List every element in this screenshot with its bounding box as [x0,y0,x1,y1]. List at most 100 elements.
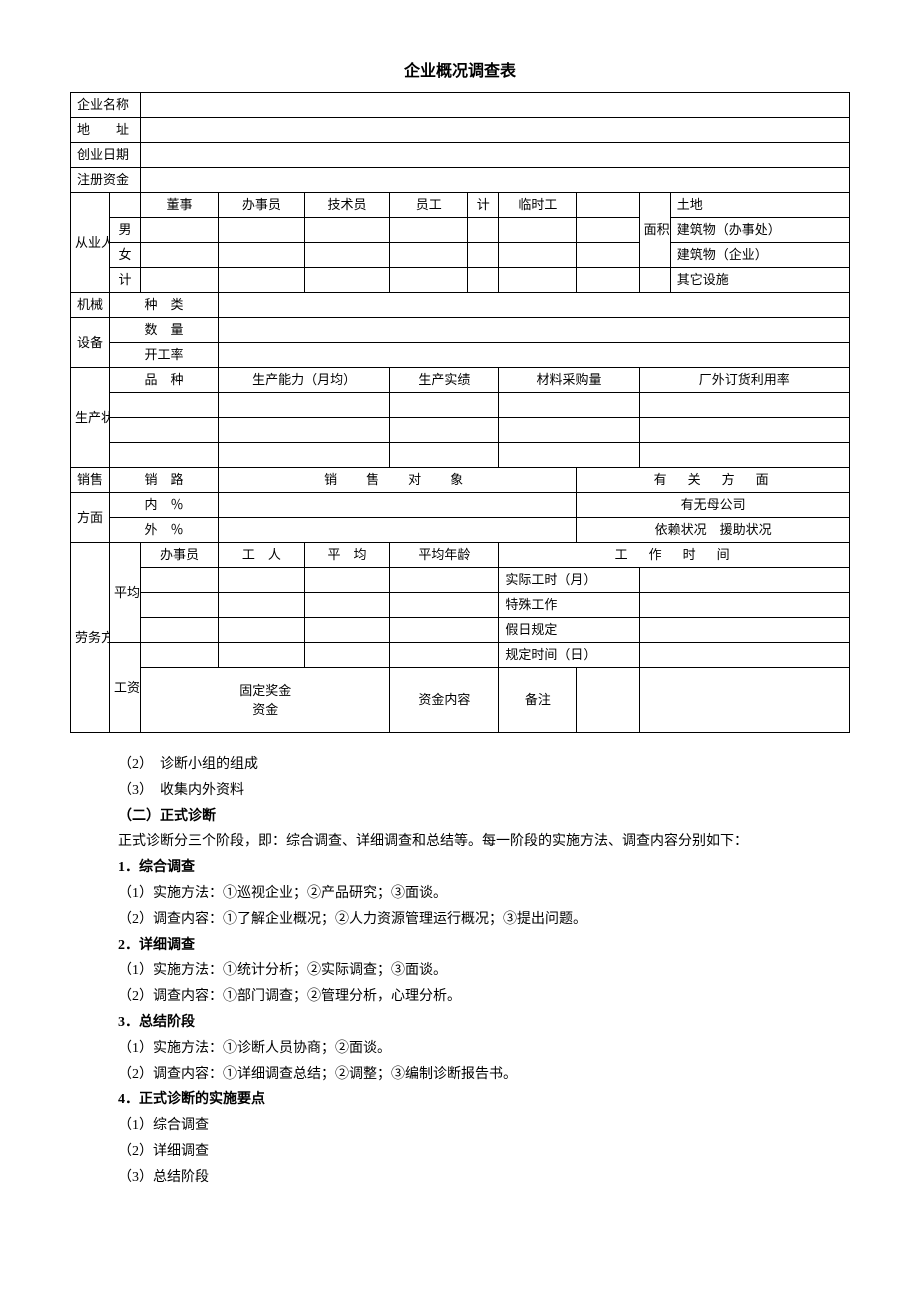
label-sales: 销售 [71,468,110,493]
cell [499,418,639,443]
cell [577,268,639,293]
l-female: 女 [109,243,140,268]
cell [304,643,390,668]
label-address: 地 址 [71,118,141,143]
cell [218,618,304,643]
cell [218,568,304,593]
h: （二）正式诊断 [90,805,830,829]
l-fund: 资金内容 [390,668,499,733]
cell [141,593,219,618]
p-outsource: 厂外订货利用率 [639,368,849,393]
l-note: 备注 [499,668,577,733]
m-qty: 数 量 [109,318,218,343]
label-labor: 劳务方面 [71,543,110,733]
lh-avg: 平 均 [304,543,390,568]
h-temp: 临时工 [499,193,577,218]
cell [218,343,849,368]
a-enterprise: 建筑物（企业） [670,243,849,268]
label-sales2: 方面 [71,493,110,543]
cell [218,318,849,343]
cell [141,93,850,118]
cell [499,393,639,418]
cell [390,268,468,293]
label-production: 生产状况 [71,368,110,468]
cell [304,218,390,243]
m-rate: 开工率 [109,343,218,368]
cell [499,243,577,268]
label-capital: 注册资金 [71,168,141,193]
p-kind: 品 种 [109,368,218,393]
p: （2）调查内容：①部门调查；②管理分析，心理分析。 [90,985,830,1009]
s-dep: 依赖状况 援助状况 [577,518,850,543]
p: （2）调查内容：①详细调查总结；②调整；③编制诊断报告书。 [90,1063,830,1087]
l-fixed: 固定奖金资金 [141,668,390,733]
cell [390,443,499,468]
l-avg: 平均工资 [109,543,140,643]
p: （1）实施方法：①诊断人员协商；②面谈。 [90,1037,830,1061]
cell [218,418,389,443]
cell [499,443,639,468]
h: 3．总结阶段 [90,1011,830,1035]
cell [577,193,639,218]
cell [218,518,576,543]
cell [304,593,390,618]
cell [141,618,219,643]
p-material: 材料采购量 [499,368,639,393]
a-other: 其它设施 [670,268,849,293]
cell [218,493,576,518]
cell [141,143,850,168]
h: 2．详细调查 [90,934,830,958]
cell [141,243,219,268]
label-equipment: 设备 [71,318,110,368]
cell [499,268,577,293]
cell [390,568,499,593]
l-total: 计 [109,268,140,293]
lh-age: 平均年龄 [390,543,499,568]
cell [304,568,390,593]
p: 正式诊断分三个阶段，即：综合调查、详细调查和总结等。每一阶段的实施方法、调查内容… [90,830,830,854]
cell [141,168,850,193]
label-founding: 创业日期 [71,143,141,168]
p: （2）详细调查 [90,1140,830,1164]
a-office: 建筑物（办事处） [670,218,849,243]
cell [390,418,499,443]
label-area: 面积 [639,193,670,268]
h-staff: 员工 [390,193,468,218]
cell [218,593,304,618]
l-worktime: 工 作 时 间 [499,543,850,568]
cell [141,218,219,243]
cell [304,243,390,268]
cell [390,593,499,618]
p: （3） 收集内外资料 [90,779,830,803]
h: 1．综合调查 [90,856,830,880]
h: 4．正式诊断的实施要点 [90,1088,830,1112]
cell [390,393,499,418]
cell [639,393,849,418]
s-outer: 外 ％ [109,518,218,543]
s-route: 销 路 [109,468,218,493]
w3: 假日规定 [499,618,639,643]
s-related: 有 关 方 面 [577,468,850,493]
cell [390,643,499,668]
p-result: 生产实绩 [390,368,499,393]
s-inner: 内 ％ [109,493,218,518]
a-land: 土地 [670,193,849,218]
cell [141,268,219,293]
cell [218,243,304,268]
cell [141,118,850,143]
p: （2） 诊断小组的组成 [90,753,830,777]
cell [390,243,468,268]
cell [577,668,639,733]
h-director: 董事 [141,193,219,218]
s-parent: 有无母公司 [577,493,850,518]
survey-table: 企业名称 地 址 创业日期 注册资金 从业人数 董事 办事员 技术员 员工 计 … [70,92,850,733]
cell [639,568,849,593]
lh-worker: 工 人 [218,543,304,568]
l-wage: 工资制度 [109,643,140,733]
cell [218,443,389,468]
cell [390,618,499,643]
cell [390,218,468,243]
cell [109,443,218,468]
page-title: 企业概况调查表 [70,60,850,84]
label-machine: 机械 [71,293,110,318]
